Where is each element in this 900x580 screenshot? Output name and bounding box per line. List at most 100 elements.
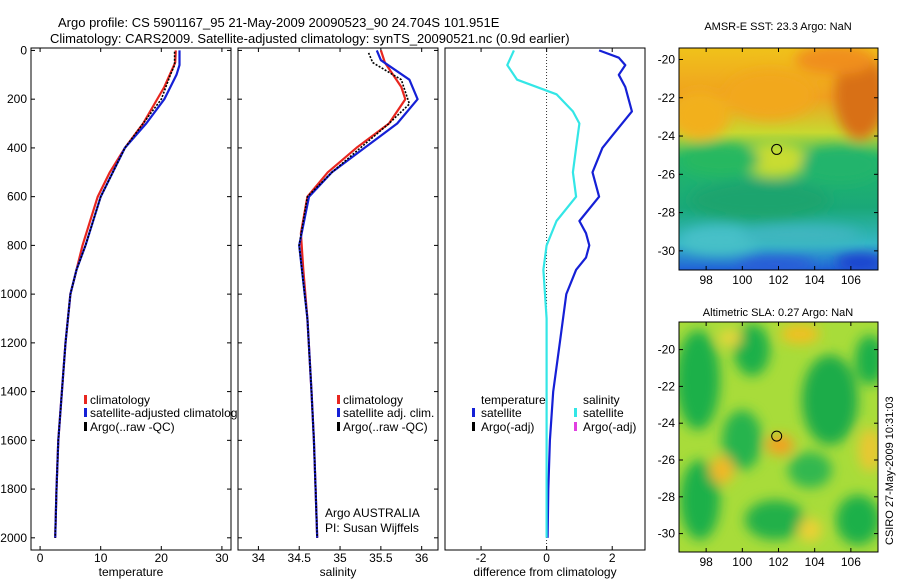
series-line-temperature-satellite (546, 49, 634, 538)
legend-swatch-sal-satellite (574, 408, 577, 417)
map-y-tick-label: -24 (658, 416, 676, 430)
y-tick-label: 200 (7, 92, 27, 106)
y-tick-label: 600 (7, 190, 27, 204)
map-x-tick-label: 98 (699, 273, 713, 287)
map-x-tick-label: 100 (732, 273, 752, 287)
map-y-tick-label: -28 (658, 490, 676, 504)
y-tick-label: 400 (7, 141, 27, 155)
map-y-tick-label: -24 (658, 129, 676, 143)
pi-label: PI: Susan Wijffels (325, 521, 419, 535)
y-tick-label: 0 (20, 43, 27, 57)
legend-label-temp-satellite: satellite (481, 406, 522, 420)
temperature-legend: climatology satellite-adjusted climatolo… (84, 393, 243, 434)
legend-label-sal-argo: Argo(-adj) (583, 420, 636, 434)
salinity-legend: climatology satellite adj. clim. Argo(..… (337, 393, 434, 434)
x-tick-label: 20 (155, 551, 169, 565)
legend-label-satellite: satellite-adjusted climatology (90, 406, 243, 420)
difference-xlabel: difference from climatology (473, 565, 616, 579)
argo-source-label: Argo AUSTRALIA (325, 506, 420, 520)
argo-position-marker (771, 430, 783, 442)
y-tick-label: 1600 (0, 433, 27, 447)
map-x-tick-label: 100 (732, 555, 752, 569)
legend-swatch-temp-argo (472, 422, 475, 431)
legend-swatch-climatology (337, 395, 340, 404)
legend-swatch-satellite (337, 408, 340, 417)
timestamp-side-label: CSIRO 27-May-2009 10:31:03 (884, 396, 896, 545)
y-tick-label: 1800 (0, 482, 27, 496)
legend-swatch-argo (84, 422, 87, 431)
map-y-tick-label: -30 (658, 244, 676, 258)
x-tick-label: 0 (543, 551, 550, 565)
map-y-tick-label: -26 (658, 167, 676, 181)
header-line-2: Climatology: CARS2009. Satellite-adjuste… (50, 31, 570, 46)
x-tick-label: 35 (333, 551, 347, 565)
y-tick-label: 1000 (0, 287, 27, 301)
map-x-tick-label: 102 (768, 273, 788, 287)
sla-map-panel: Altimetric SLA: 0.27 Argo: NaN (658, 307, 879, 569)
legend-swatch-sal-argo (574, 422, 577, 431)
legend-title-temperature: temperature (481, 393, 546, 407)
sst-field (679, 48, 878, 270)
temperature-xlabel: temperature (99, 565, 164, 579)
y-tick-label: 2000 (0, 531, 27, 545)
temperature-y-ticks: 0 200 400 600 800 1000 1200 1400 1600 1800 2000 (0, 43, 231, 545)
legend-label-argo: Argo(..raw -QC) (343, 420, 428, 434)
sst-map-title: AMSR-E SST: 23.3 Argo: NaN (704, 21, 851, 33)
map-x-tick-label: 104 (805, 555, 825, 569)
legend-label-argo: Argo(..raw -QC) (90, 420, 175, 434)
salinity-y-ticks (238, 49, 438, 539)
salinity-axes-box (237, 47, 439, 551)
legend-label-sal-satellite: satellite (583, 406, 624, 420)
x-tick-label: 10 (94, 551, 108, 565)
series-line-salinity-satellite (506, 49, 581, 538)
series-line-satellite-adj-clim- (298, 49, 419, 538)
legend-title-salinity: salinity (583, 393, 620, 407)
legend-label-climatology: climatology (90, 393, 150, 407)
temperature-panel: 0 200 400 600 800 1000 1200 1400 1600 1800 2000 0 1… (0, 43, 243, 579)
map-y-tick-label: -20 (658, 52, 676, 66)
temperature-x-ticks: 0 10 20 30 (37, 48, 229, 565)
y-tick-label: 1200 (0, 336, 27, 350)
sla-map-ticks: 98 100 102 104 106 -20 -22 -24 -26 -28 -30 (658, 322, 878, 569)
temperature-axes-box (30, 47, 232, 551)
sst-map-panel: AMSR-E SST: 23.3 Argo: NaN 98 100 102 104 10… (658, 21, 879, 287)
series-line-argo-raw-qc- (298, 52, 411, 538)
x-tick-label: 30 (215, 551, 229, 565)
map-y-tick-label: -26 (658, 453, 676, 467)
map-y-tick-label: -20 (658, 343, 676, 357)
legend-swatch-temp-satellite (472, 408, 475, 417)
map-x-tick-label: 106 (841, 273, 861, 287)
argo-position-marker (771, 143, 783, 155)
sst-map-ticks: 98 100 102 104 106 -20 -22 -24 -26 -28 -30 (658, 48, 878, 287)
map-y-tick-label: -28 (658, 206, 676, 220)
series-line-argo-raw-qc- (54, 51, 176, 538)
legend-swatch-satellite (84, 408, 87, 417)
temperature-series (54, 50, 181, 538)
difference-panel: -2 0 2 difference from climatology tempera… (444, 47, 646, 579)
map-y-tick-label: -22 (658, 91, 676, 105)
salinity-xlabel: salinity (320, 565, 357, 579)
map-y-tick-label: -22 (658, 379, 676, 393)
map-x-tick-label: 104 (805, 273, 825, 287)
x-tick-label: 0 (37, 551, 44, 565)
legend-label-climatology: climatology (343, 393, 403, 407)
map-x-tick-label: 102 (768, 555, 788, 569)
x-tick-label: 34 (252, 551, 266, 565)
legend-swatch-argo (337, 422, 340, 431)
sla-map-title: Altimetric SLA: 0.27 Argo: NaN (703, 307, 853, 319)
salinity-x-ticks: 34 34.5 35 35.5 36 (252, 48, 429, 565)
difference-series (506, 49, 634, 538)
map-y-tick-label: -30 (658, 527, 676, 541)
x-tick-label: 34.5 (288, 551, 312, 565)
legend-swatch-climatology (84, 395, 87, 404)
map-x-tick-label: 98 (699, 555, 713, 569)
x-tick-label: 2 (609, 551, 616, 565)
y-tick-label: 800 (7, 238, 27, 252)
legend-label-satellite: satellite adj. clim. (343, 406, 434, 420)
sla-field (679, 322, 878, 552)
x-tick-label: 35.5 (369, 551, 393, 565)
header-line-1: Argo profile: CS 5901167_95 21-May-2009 … (58, 15, 500, 30)
x-tick-label: -2 (476, 551, 487, 565)
difference-legend: temperature satellite Argo(-adj) salinit… (472, 393, 636, 434)
